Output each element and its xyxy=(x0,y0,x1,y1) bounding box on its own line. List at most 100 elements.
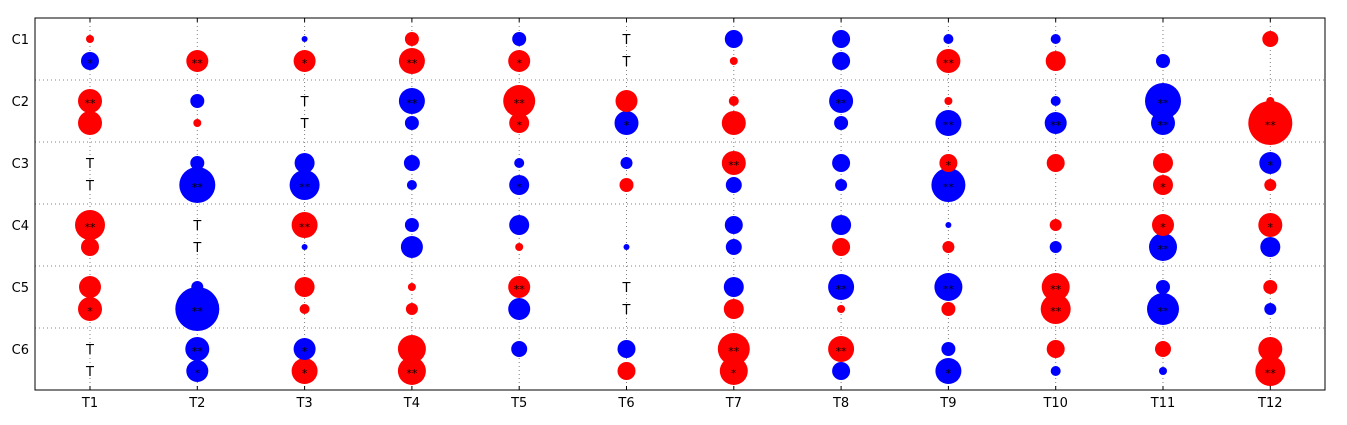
bubble-marker xyxy=(829,89,854,113)
bubble-marker xyxy=(723,299,744,319)
bubble-marker xyxy=(293,50,316,72)
x-tick-label: T9 xyxy=(939,396,956,411)
grid-lines xyxy=(35,18,1325,390)
bubble-marker xyxy=(404,218,419,232)
bubble-marker xyxy=(617,362,636,380)
bubble-marker xyxy=(1260,237,1281,257)
bubble-marker xyxy=(729,57,738,65)
bubble-marker xyxy=(944,97,953,105)
bubble-marker xyxy=(400,236,423,258)
bubble-marker xyxy=(945,222,952,228)
bubble-marker xyxy=(835,179,848,191)
plot-frame xyxy=(34,17,1326,391)
bubble-marker xyxy=(935,110,962,136)
marker-label: * xyxy=(516,57,522,70)
marker-label: ** xyxy=(192,181,204,194)
marker-label: ** xyxy=(192,305,204,318)
bubble-marker xyxy=(301,244,308,250)
marker-label: * xyxy=(516,119,522,132)
marker-label: ** xyxy=(1158,119,1170,132)
bubble-marker xyxy=(186,50,209,72)
bubble-marker xyxy=(1258,337,1283,361)
marker-label: T xyxy=(622,303,631,318)
marker-label: ** xyxy=(728,345,740,358)
bubble-marker xyxy=(78,111,102,135)
bubble-marker xyxy=(175,287,220,331)
marker-label: * xyxy=(302,367,308,380)
x-tick-label: T3 xyxy=(295,396,312,411)
bubble-marker xyxy=(509,113,530,133)
bubble-marker xyxy=(619,178,634,192)
marker-label: ** xyxy=(192,57,204,70)
bubble-marker xyxy=(1149,233,1177,261)
bubble-marker xyxy=(1145,83,1181,119)
y-tick-label: C3 xyxy=(12,157,29,172)
bubble-marker xyxy=(1049,219,1062,231)
bubble-marker xyxy=(190,156,205,170)
x-tick-label: T1 xyxy=(81,396,98,411)
marker-label: T xyxy=(622,55,631,70)
y-tick-label: C6 xyxy=(12,343,29,358)
bubble-marker xyxy=(1264,179,1277,191)
marker-label: * xyxy=(516,181,522,194)
bubble-marker xyxy=(1152,214,1174,236)
bubble-marker xyxy=(179,167,216,203)
bubble-marker xyxy=(511,341,528,357)
bubble-marker xyxy=(1147,293,1179,325)
bubble-marker xyxy=(1046,340,1065,358)
bubble-marker xyxy=(1248,101,1293,145)
bubble-marker xyxy=(294,277,315,297)
x-tick-label: T2 xyxy=(188,396,205,411)
bubble-marker xyxy=(1266,97,1275,105)
bubble-marker xyxy=(1264,303,1277,315)
bubble-marker xyxy=(86,35,94,43)
bubble-marker xyxy=(191,281,204,293)
bubble-marker xyxy=(397,335,426,363)
x-tick-label: T6 xyxy=(617,396,634,411)
marker-label: * xyxy=(1268,221,1274,234)
marker-label: T xyxy=(300,117,309,132)
bubble-marker xyxy=(1040,294,1071,324)
bubble-marker xyxy=(943,34,954,44)
marker-label: ** xyxy=(299,181,311,194)
bubble-marker xyxy=(936,49,961,73)
bubble-marker xyxy=(832,30,851,48)
bubble-marker xyxy=(1044,112,1067,134)
marker-label: T xyxy=(622,33,631,48)
marker-label: * xyxy=(1160,181,1166,194)
bubble-marker xyxy=(406,180,417,190)
bubble-marker xyxy=(723,277,744,297)
bubble-marker xyxy=(614,111,639,135)
marker-label: ** xyxy=(1158,305,1170,318)
bubble-marker xyxy=(931,168,966,202)
marker-label: ** xyxy=(1265,367,1277,380)
marker-label: ** xyxy=(299,221,311,234)
bubble-marker xyxy=(515,243,524,251)
marker-label: T xyxy=(192,219,201,234)
marker-label: T xyxy=(85,179,94,194)
marker-label: ** xyxy=(943,181,955,194)
marker-label: * xyxy=(302,345,308,358)
bubble-marker xyxy=(1045,51,1066,71)
bubble-marker xyxy=(75,210,105,240)
marker-label: ** xyxy=(728,159,740,172)
marker-label: ** xyxy=(406,97,418,110)
bubble-marker xyxy=(942,241,955,253)
bubble-marker xyxy=(623,244,630,250)
bubble-marker xyxy=(508,298,531,320)
bubble-marker xyxy=(934,273,963,301)
bubble-marker xyxy=(719,357,748,385)
marker-label: ** xyxy=(836,345,848,358)
marker-label: ** xyxy=(85,97,97,110)
y-tick-label: C4 xyxy=(12,219,29,234)
bubble-marker xyxy=(397,357,426,385)
marker-label: ** xyxy=(943,283,955,296)
marker-label: ** xyxy=(836,283,848,296)
marker-label: T xyxy=(300,95,309,110)
bubble-marker xyxy=(941,342,956,356)
y-tick-label: C2 xyxy=(12,95,29,110)
marker-label: ** xyxy=(1050,305,1062,318)
marker-label: ** xyxy=(514,97,526,110)
bubble-marker xyxy=(721,151,746,175)
